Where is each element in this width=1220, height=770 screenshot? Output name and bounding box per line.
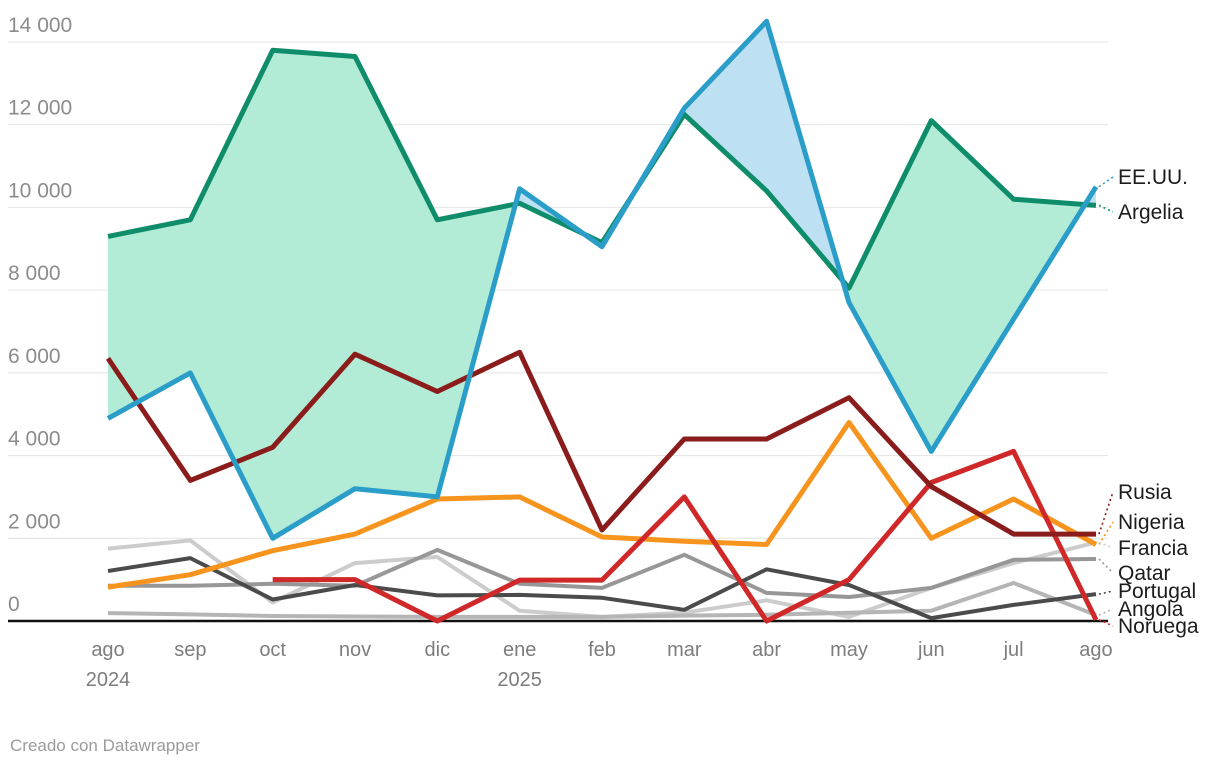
label-connector-angola: [1098, 608, 1114, 616]
y-axis-tick-label: 8 000: [8, 262, 61, 285]
y-axis-tick-label: 0: [8, 593, 20, 616]
series-line-eeuu[interactable]: [106, 18, 1099, 541]
x-axis-month-label: feb: [588, 639, 616, 661]
series-label-nigeria: Nigeria: [1118, 511, 1185, 534]
y-axis-tick-label: 10 000: [8, 179, 72, 202]
x-axis-month-label: nov: [339, 639, 371, 661]
series-line-rusia[interactable]: [105, 349, 1096, 537]
label-connector-argelia: [1098, 204, 1114, 213]
y-axis-tick-label: 4 000: [8, 428, 61, 451]
x-axis-month-label: sep: [174, 639, 206, 661]
series-line-noruega[interactable]: [272, 448, 1099, 624]
series-label-francia: Francia: [1118, 537, 1188, 560]
x-axis-year-label: 2025: [497, 669, 542, 691]
area-fill-between-lines: [843, 120, 1085, 452]
label-connector-francia: [1098, 541, 1114, 549]
series-line-angola[interactable]: [107, 581, 1097, 619]
label-connector-rusia: [1098, 491, 1114, 535]
series-label-rusia: Rusia: [1118, 481, 1172, 504]
x-axis-month-label: ago: [1079, 639, 1112, 661]
series-line-qatar[interactable]: [108, 547, 1097, 599]
x-axis-month-label: jun: [917, 639, 945, 661]
x-axis-month-label: jul: [1003, 639, 1024, 661]
series-label-portugal: Portugal: [1118, 580, 1196, 603]
x-axis-month-label: dic: [425, 639, 451, 661]
x-axis-month-label: oct: [259, 639, 286, 661]
datawrapper-credit[interactable]: Creado con Datawrapper: [10, 736, 200, 755]
x-axis-month-label: ene: [503, 639, 536, 661]
label-connector-portugal: [1098, 590, 1114, 595]
series-label-angola: Angola: [1118, 598, 1184, 621]
label-connector-qatar: [1098, 558, 1114, 574]
x-axis-month-label: ago: [91, 639, 124, 661]
y-axis-tick-label: 2 000: [8, 510, 61, 533]
label-connector-eeuu: [1098, 176, 1114, 188]
series-label-eeuu: EE.UU.: [1118, 166, 1188, 189]
x-axis-month-label: mar: [667, 639, 702, 661]
x-axis-month-label: may: [830, 639, 868, 661]
series-label-argelia: Argelia: [1118, 201, 1184, 224]
series-label-qatar: Qatar: [1118, 562, 1171, 585]
y-axis-tick-label: 12 000: [8, 97, 72, 120]
label-connector-nigeria: [1098, 521, 1114, 545]
series-line-portugal[interactable]: [107, 556, 1097, 621]
x-axis-year-label: 2024: [86, 669, 131, 691]
series-line-nigeria[interactable]: [107, 420, 1098, 590]
y-axis-tick-label: 14 000: [8, 14, 72, 37]
area-fill-between-lines: [108, 50, 516, 539]
series-label-noruega: Noruega: [1118, 615, 1199, 638]
x-axis-month-label: abr: [752, 639, 781, 661]
y-axis-tick-label: 6 000: [8, 345, 61, 368]
